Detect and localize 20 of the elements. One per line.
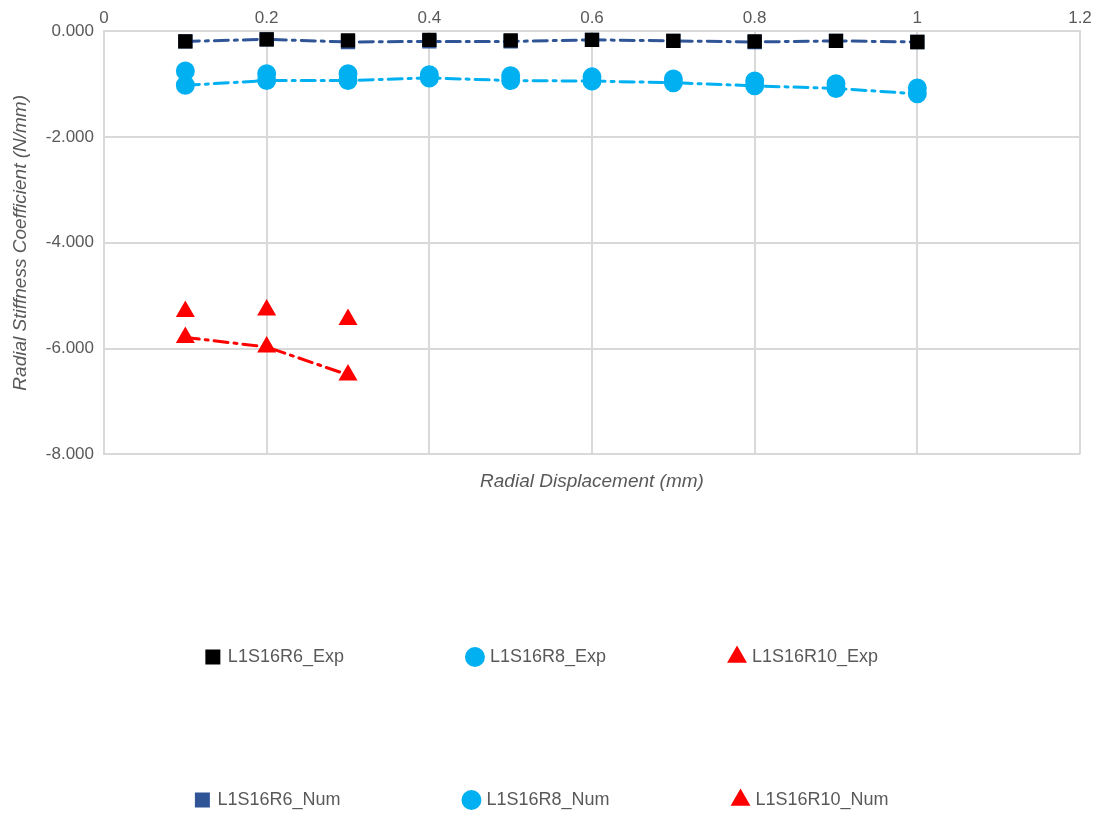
legend-label: L1S16R8_Exp [489,645,607,667]
x-axis-title: Radial Displacement (mm) [480,469,704,491]
y-tick-label: -4.000 [45,232,94,252]
y-axis-title: Radial Stiffness Coefficient (N/mm) [8,94,30,391]
legend-label: L1S16R6_Exp [227,645,344,667]
legend-label: L1S16R10_Exp [752,645,879,667]
legend-label: L1S16R10_Num [755,788,889,810]
x-tick-label: 0.8 [742,7,767,27]
legend-label: L1S16R8_Num [486,788,610,810]
x-tick-label: 0.4 [417,7,442,27]
x-tick-label: 0.6 [580,7,604,27]
x-tick-label: 1.2 [1068,7,1092,27]
y-tick-label: -6.000 [45,338,94,358]
legend-label: L1S16R6_Num [217,788,341,810]
y-tick-label: -2.000 [45,126,94,146]
x-tick-label: 1 [912,7,923,27]
x-tick-label: 0 [99,7,109,27]
x-tick-label: 0.2 [254,7,279,27]
y-tick-label: 0.000 [51,21,94,41]
y-tick-label: -8.000 [45,443,94,463]
